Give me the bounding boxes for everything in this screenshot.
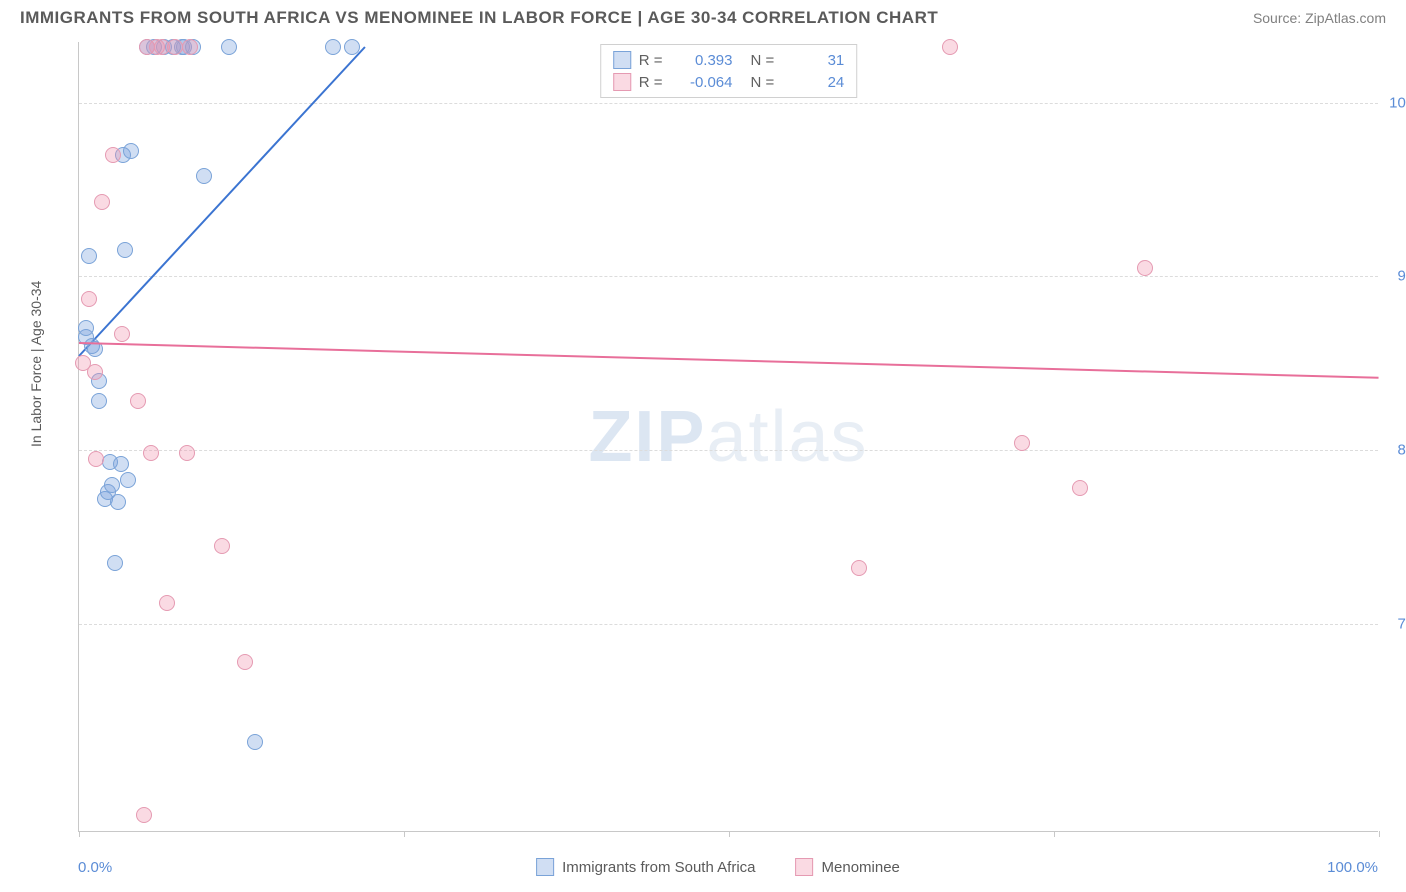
data-point bbox=[114, 326, 130, 342]
gridline bbox=[79, 624, 1378, 625]
data-point bbox=[159, 595, 175, 611]
y-tick-label: 80.0% bbox=[1397, 442, 1406, 459]
data-point bbox=[136, 807, 152, 823]
watermark-zip: ZIP bbox=[588, 397, 706, 477]
legend-swatch-1 bbox=[536, 858, 554, 876]
data-point bbox=[221, 39, 237, 55]
plot-area: ZIPatlas R = 0.393 N = 31 R = -0.064 N =… bbox=[78, 42, 1378, 832]
y-tick-label: 70.0% bbox=[1397, 615, 1406, 632]
n-label: N = bbox=[751, 52, 775, 69]
correlation-row-1: R = 0.393 N = 31 bbox=[613, 49, 845, 71]
data-point bbox=[123, 143, 139, 159]
x-axis-max-label: 100.0% bbox=[1327, 859, 1378, 876]
data-point bbox=[237, 654, 253, 670]
data-point bbox=[81, 248, 97, 264]
chart-title: IMMIGRANTS FROM SOUTH AFRICA VS MENOMINE… bbox=[20, 8, 938, 28]
data-point bbox=[78, 320, 94, 336]
x-tick bbox=[404, 831, 405, 837]
y-tick-label: 90.0% bbox=[1397, 268, 1406, 285]
data-point bbox=[247, 734, 263, 750]
data-point bbox=[110, 494, 126, 510]
data-point bbox=[113, 456, 129, 472]
gridline bbox=[79, 276, 1378, 277]
data-point bbox=[81, 291, 97, 307]
trend-line bbox=[79, 342, 1379, 379]
data-point bbox=[107, 555, 123, 571]
data-point bbox=[130, 393, 146, 409]
data-point bbox=[214, 538, 230, 554]
gridline bbox=[79, 450, 1378, 451]
x-tick bbox=[729, 831, 730, 837]
data-point bbox=[851, 560, 867, 576]
swatch-series-1 bbox=[613, 51, 631, 69]
chart-container: In Labor Force | Age 30-34 ZIPatlas R = … bbox=[48, 42, 1388, 852]
data-point bbox=[942, 39, 958, 55]
watermark-atlas: atlas bbox=[706, 397, 868, 477]
n-value-2: 24 bbox=[786, 74, 844, 91]
legend-bottom: Immigrants from South Africa Menominee bbox=[536, 858, 900, 876]
data-point bbox=[1014, 435, 1030, 451]
data-point bbox=[104, 477, 120, 493]
data-point bbox=[117, 242, 133, 258]
data-point bbox=[105, 147, 121, 163]
gridline bbox=[79, 103, 1378, 104]
n-label: N = bbox=[751, 74, 775, 91]
legend-label-2: Menominee bbox=[822, 859, 900, 876]
data-point bbox=[196, 168, 212, 184]
data-point bbox=[182, 39, 198, 55]
data-point bbox=[1072, 480, 1088, 496]
legend-item-1: Immigrants from South Africa bbox=[536, 858, 755, 876]
x-tick bbox=[1379, 831, 1380, 837]
data-point bbox=[1137, 260, 1153, 276]
n-value-1: 31 bbox=[786, 52, 844, 69]
legend-swatch-2 bbox=[796, 858, 814, 876]
data-point bbox=[91, 393, 107, 409]
watermark: ZIPatlas bbox=[588, 396, 868, 478]
y-tick-label: 100.0% bbox=[1389, 94, 1406, 111]
data-point bbox=[325, 39, 341, 55]
data-point bbox=[179, 445, 195, 461]
x-axis-min-label: 0.0% bbox=[78, 859, 112, 876]
data-point bbox=[344, 39, 360, 55]
r-label: R = bbox=[639, 74, 663, 91]
source-label: Source: ZipAtlas.com bbox=[1253, 10, 1386, 26]
r-value-1: 0.393 bbox=[675, 52, 733, 69]
data-point bbox=[143, 445, 159, 461]
trend-line bbox=[78, 46, 365, 356]
x-tick bbox=[79, 831, 80, 837]
correlation-row-2: R = -0.064 N = 24 bbox=[613, 71, 845, 93]
correlation-legend: R = 0.393 N = 31 R = -0.064 N = 24 bbox=[600, 44, 858, 98]
data-point bbox=[87, 364, 103, 380]
x-tick bbox=[1054, 831, 1055, 837]
swatch-series-2 bbox=[613, 73, 631, 91]
legend-label-1: Immigrants from South Africa bbox=[562, 859, 755, 876]
legend-item-2: Menominee bbox=[796, 858, 900, 876]
data-point bbox=[120, 472, 136, 488]
r-label: R = bbox=[639, 52, 663, 69]
data-point bbox=[88, 451, 104, 467]
y-axis-title: In Labor Force | Age 30-34 bbox=[28, 281, 44, 447]
data-point bbox=[94, 194, 110, 210]
r-value-2: -0.064 bbox=[675, 74, 733, 91]
